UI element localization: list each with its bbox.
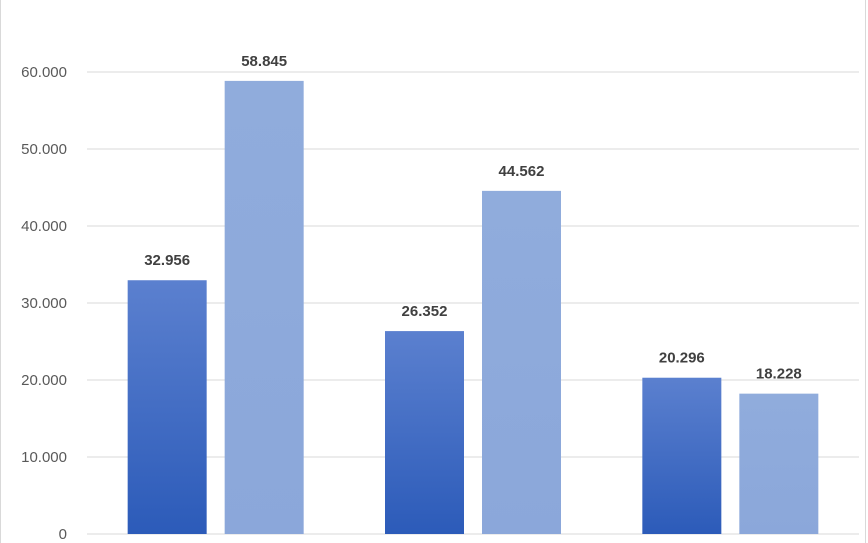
data-label: 26.352 — [402, 303, 448, 320]
data-labels: 32.956 58.845 26.352 44.562 20.296 18.228 — [144, 53, 802, 383]
bar-series-2-group-2 — [482, 190, 561, 534]
y-tick-label: 10.000 — [21, 449, 67, 466]
y-tick-label: 40.000 — [21, 218, 67, 235]
y-tick-label: 20.000 — [21, 372, 67, 389]
data-label: 58.845 — [241, 53, 287, 70]
bar-series-2-group-3 — [739, 393, 819, 534]
bar-series-1-group-3 — [642, 377, 722, 534]
y-tick-label: 60.000 — [21, 64, 67, 81]
bar-series-1-group-2 — [385, 331, 464, 534]
y-tick-label: 30.000 — [21, 295, 67, 312]
bar-series-2-group-1 — [224, 80, 304, 535]
data-label: 18.228 — [756, 366, 802, 383]
y-tick-label: 50.000 — [21, 141, 67, 158]
gridlines — [87, 71, 859, 535]
bar-series-1-group-1 — [127, 280, 207, 534]
y-axis-tick-labels: 0 10.000 20.000 30.000 40.000 50.000 60.000 — [21, 64, 67, 543]
bars — [127, 80, 819, 535]
y-tick-label: 0 — [59, 526, 67, 543]
data-label: 44.562 — [499, 163, 545, 180]
data-label: 20.296 — [659, 350, 705, 367]
data-label: 32.956 — [144, 252, 190, 269]
